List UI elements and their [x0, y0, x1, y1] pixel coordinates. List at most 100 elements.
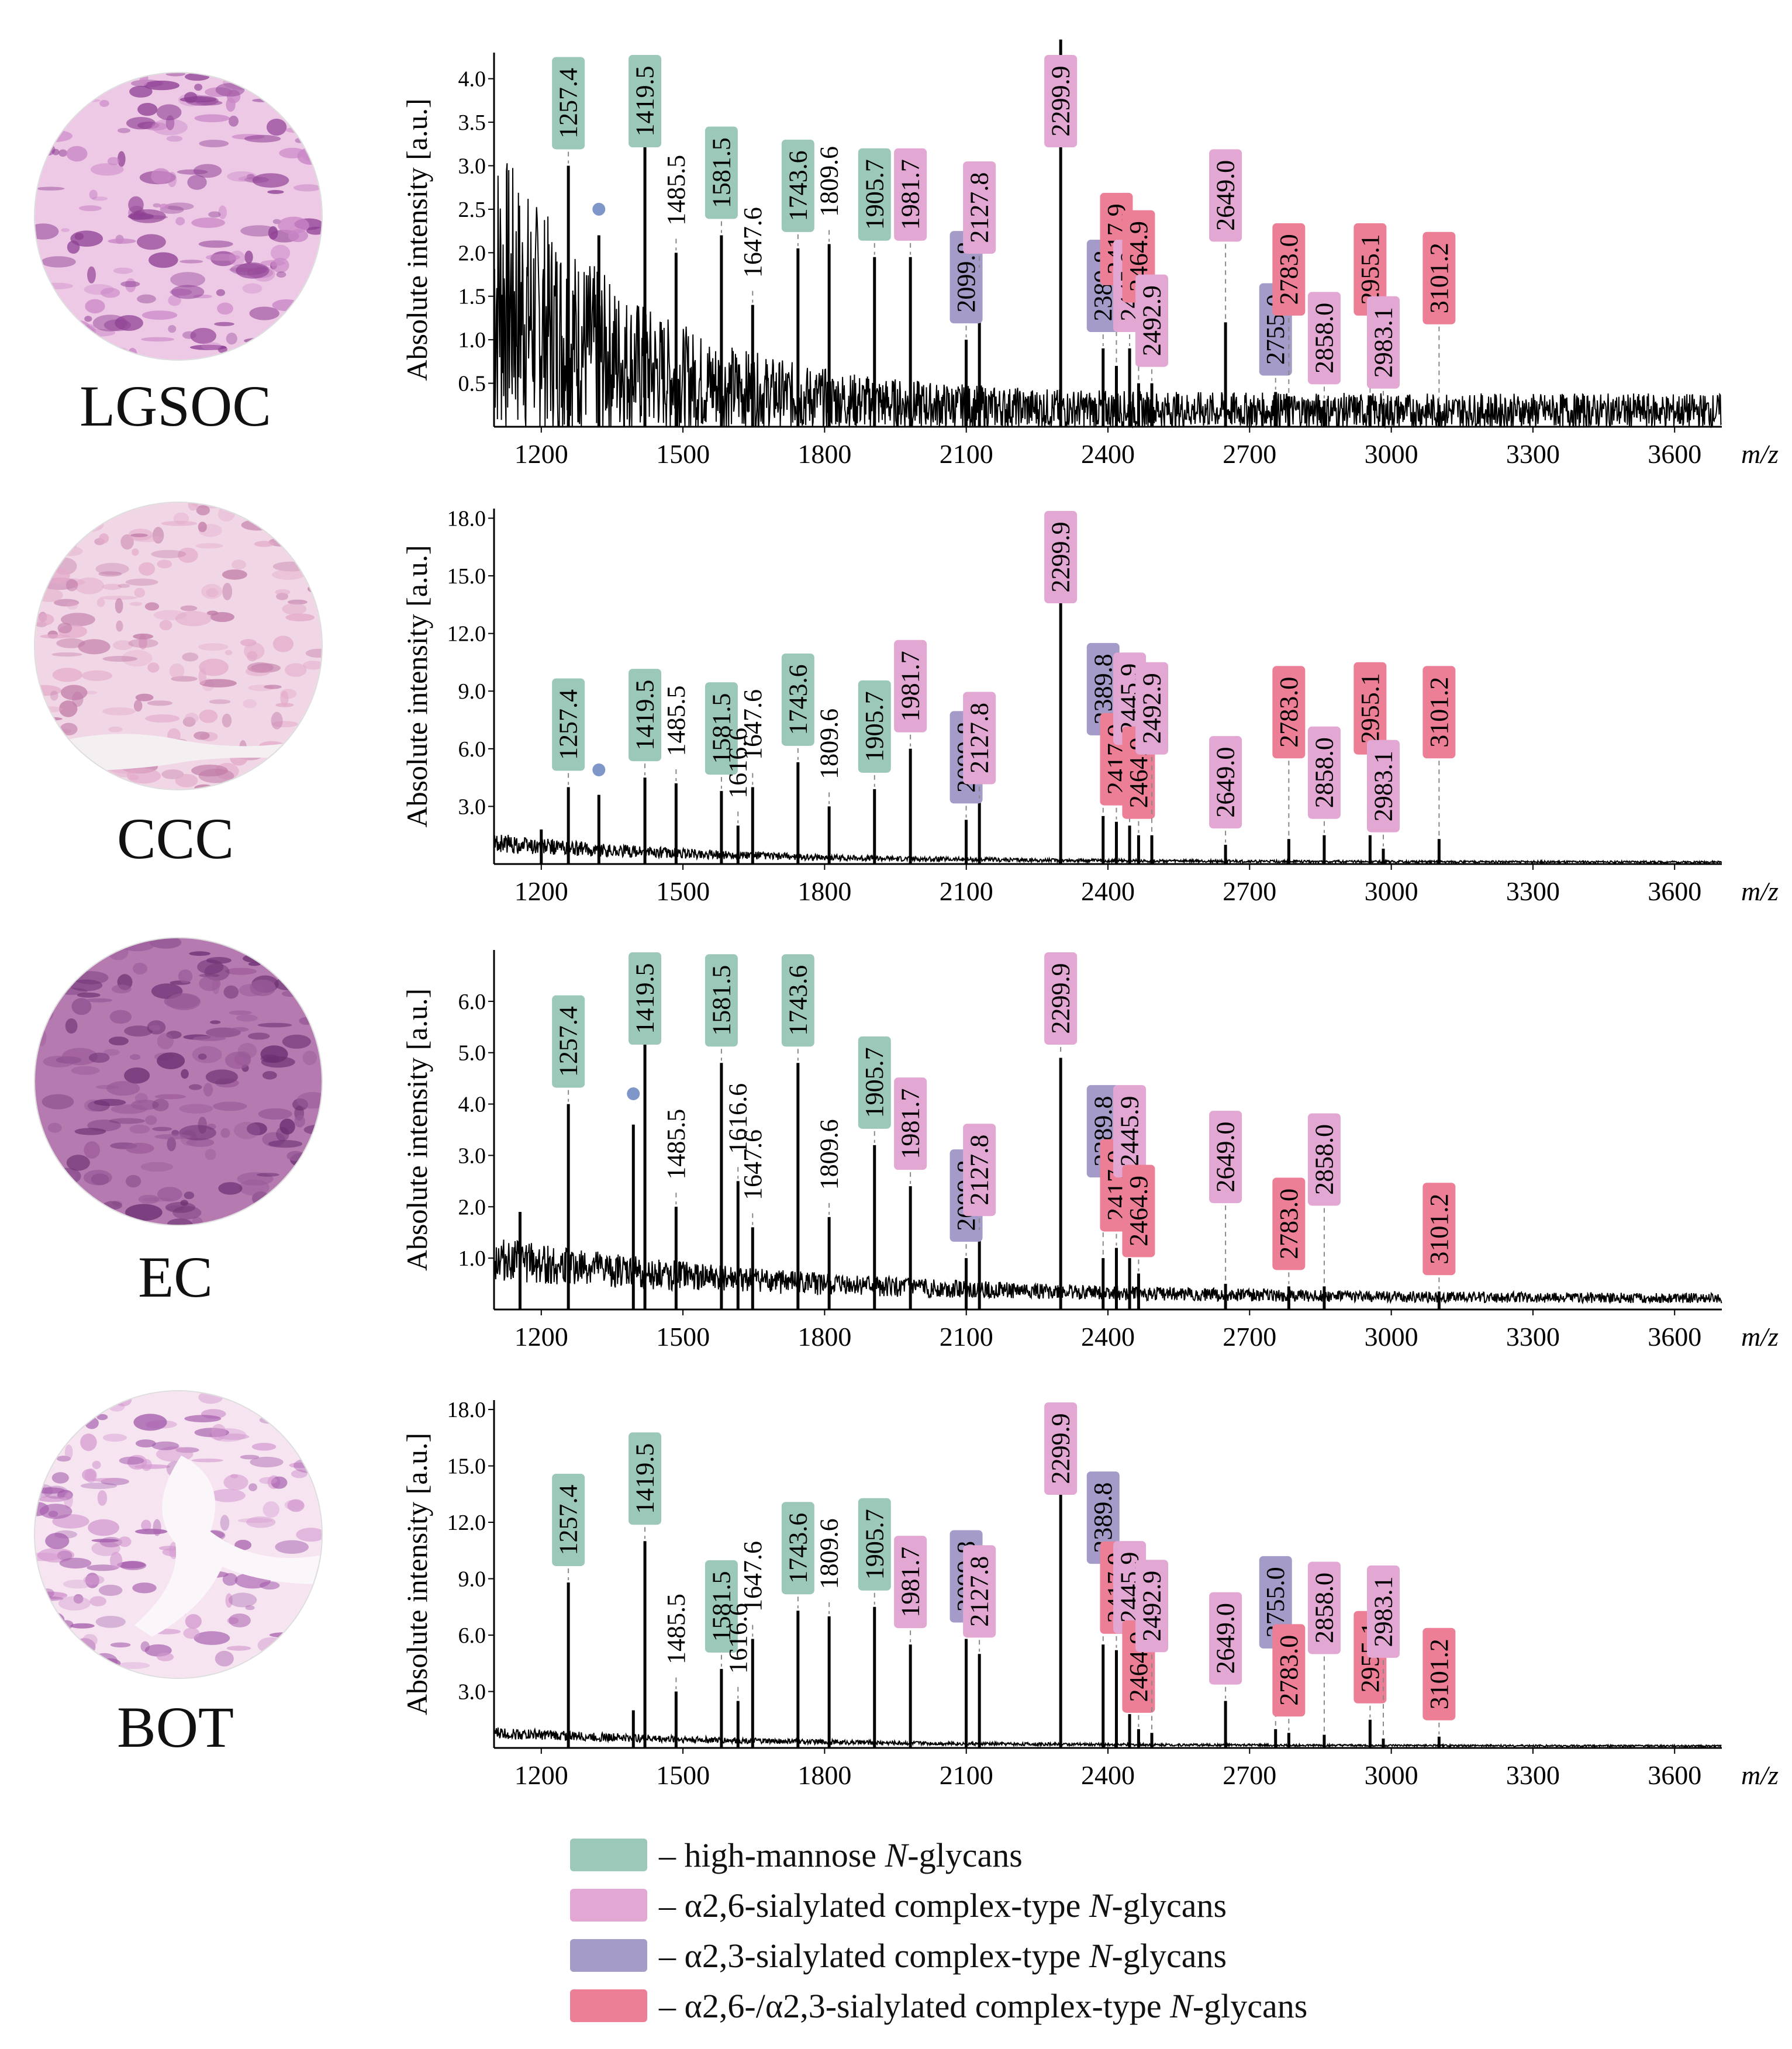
peak-label-box — [1307, 726, 1341, 819]
peak-label-box — [894, 1536, 927, 1629]
peak-label: 2649.0 — [1211, 160, 1240, 231]
legend-italic: N — [1089, 1886, 1112, 1924]
peak-label: 1743.6 — [783, 965, 812, 1036]
peak-label-box — [1135, 662, 1169, 755]
y-tick-label: 4.0 — [458, 67, 486, 92]
x-tick-label: 2400 — [1081, 1322, 1135, 1352]
histology-image-ccc — [35, 503, 322, 789]
x-tick-label: 1200 — [515, 1760, 568, 1790]
peak-label: 1257.4 — [554, 68, 583, 139]
peak-label-box — [1135, 1560, 1169, 1653]
x-tick-label: 3300 — [1506, 1322, 1560, 1352]
x-tick-label: 3000 — [1365, 1760, 1418, 1790]
peak-label: 1981.7 — [896, 1547, 925, 1618]
peak-label-box — [1135, 274, 1169, 367]
peak-label-box — [1366, 296, 1400, 389]
x-tick-label: 2700 — [1223, 439, 1276, 469]
legend-prefix: – α2,6-/α2,3-sialylated complex-type — [659, 1986, 1171, 2025]
y-tick-label: 2.0 — [458, 1195, 486, 1219]
marker-dot — [592, 763, 606, 776]
x-axis-label: m/z — [1741, 439, 1779, 469]
y-tick-label: 1.5 — [458, 285, 486, 309]
panel-title-ec: EC — [138, 1245, 213, 1309]
peak-label-box — [1209, 1111, 1242, 1204]
peak-label-box — [1113, 1085, 1147, 1178]
peak-label-box — [1044, 511, 1078, 603]
legend-swatch-a26 — [570, 1889, 647, 1922]
peak-label-box — [1209, 736, 1242, 829]
y-tick-label: 3.0 — [458, 794, 486, 819]
y-tick-label: 2.5 — [458, 198, 486, 222]
peak-label: 2858.0 — [1310, 737, 1338, 808]
x-tick-label: 1800 — [797, 1322, 851, 1352]
peak-label: 1419.5 — [631, 66, 660, 137]
x-tick-label: 1800 — [797, 876, 851, 906]
spectrum-panel-ec: 1.0 2.0 3.0 4.0 5.0 6.0 1200 1500 1800 2100 2400 27… — [400, 950, 1779, 1352]
peak-label-box — [1122, 1165, 1155, 1257]
peak-label-box — [781, 1502, 814, 1595]
peak-label-box — [963, 1545, 996, 1638]
peak-label: 2983.1 — [1369, 1576, 1397, 1647]
peak-label-box — [1354, 223, 1387, 316]
peak-label: 1905.7 — [860, 1047, 889, 1118]
peak-label-box — [781, 653, 814, 746]
peak-label-box — [552, 57, 585, 150]
peak-label-box — [858, 1036, 891, 1129]
y-tick-label: 0.5 — [458, 372, 486, 396]
peak-label-box — [552, 678, 585, 771]
peak-label-box — [858, 680, 891, 773]
peak-label-box — [629, 1432, 662, 1525]
peak-label-box — [629, 952, 662, 1045]
peak-label-box — [963, 692, 996, 785]
y-tick-label: 2.0 — [458, 241, 486, 265]
peak-label: 2127.8 — [965, 703, 994, 773]
legend-swatch-a23 — [570, 1939, 647, 1972]
peak-label: 1616.6 — [724, 728, 752, 799]
y-tick-label: 15.0 — [447, 1454, 486, 1479]
x-tick-label: 1500 — [656, 876, 710, 906]
x-tick-label: 2100 — [940, 1760, 993, 1790]
peak-label: 1616.6 — [724, 1083, 752, 1154]
peak-label-box — [705, 1560, 738, 1653]
legend-suffix: -glycans — [1111, 1886, 1227, 1924]
y-tick-label: 1.0 — [458, 328, 486, 353]
panel-title-lgsoc: LGSOC — [80, 374, 271, 438]
peak-label: 2649.0 — [1211, 1122, 1240, 1193]
x-tick-label: 1500 — [656, 439, 710, 469]
peak-label-box — [1044, 952, 1078, 1045]
x-tick-label: 2400 — [1081, 876, 1135, 906]
y-axis-label: Absolute intensity [a.u.] — [400, 545, 433, 827]
y-tick-label: 18.0 — [447, 506, 486, 531]
legend-suffix: -glycans — [907, 1836, 1023, 1874]
peak-label: 1809.6 — [815, 1518, 844, 1589]
peak-label: 3101.2 — [1425, 1639, 1453, 1709]
peak-label-box — [1422, 1183, 1456, 1276]
peak-label: 1647.6 — [738, 207, 767, 278]
y-tick-label: 1.0 — [458, 1246, 486, 1271]
peak-label-box — [629, 55, 662, 147]
y-tick-label: 4.0 — [458, 1093, 486, 1117]
x-tick-label: 3300 — [1506, 876, 1560, 906]
peak-label-box — [1209, 149, 1242, 242]
peak-label: 2299.9 — [1047, 66, 1075, 137]
peak-label: 1809.6 — [815, 146, 844, 217]
peak-label: 1743.6 — [783, 1513, 812, 1584]
y-tick-label: 6.0 — [458, 1623, 486, 1648]
peak-label-box — [1086, 642, 1120, 735]
peak-label: 2783.0 — [1275, 1188, 1303, 1259]
x-tick-label: 2700 — [1223, 1322, 1276, 1352]
peak-label: 1647.6 — [738, 689, 767, 760]
peak-label-box — [552, 995, 585, 1088]
x-tick-label: 3300 — [1506, 439, 1560, 469]
spectrum-panel-lgsoc: 0.5 1.0 1.5 2.0 2.5 3.0 3.5 4.0 1200 1500 1800 2100… — [400, 39, 1779, 469]
legend-prefix: – high-mannose — [659, 1836, 885, 1874]
legend-italic: N — [1170, 1986, 1193, 2025]
peak-label: 1616.6 — [724, 1603, 752, 1674]
peak-label: 1485.5 — [662, 1594, 690, 1664]
peak-label: 1809.6 — [815, 709, 844, 779]
peak-label-box — [1272, 666, 1306, 759]
peak-label: 2955.1 — [1356, 234, 1384, 305]
marker-dot — [627, 1087, 640, 1100]
peak-label: 2464.9 — [1124, 1176, 1153, 1246]
peak-label-box — [894, 148, 927, 241]
